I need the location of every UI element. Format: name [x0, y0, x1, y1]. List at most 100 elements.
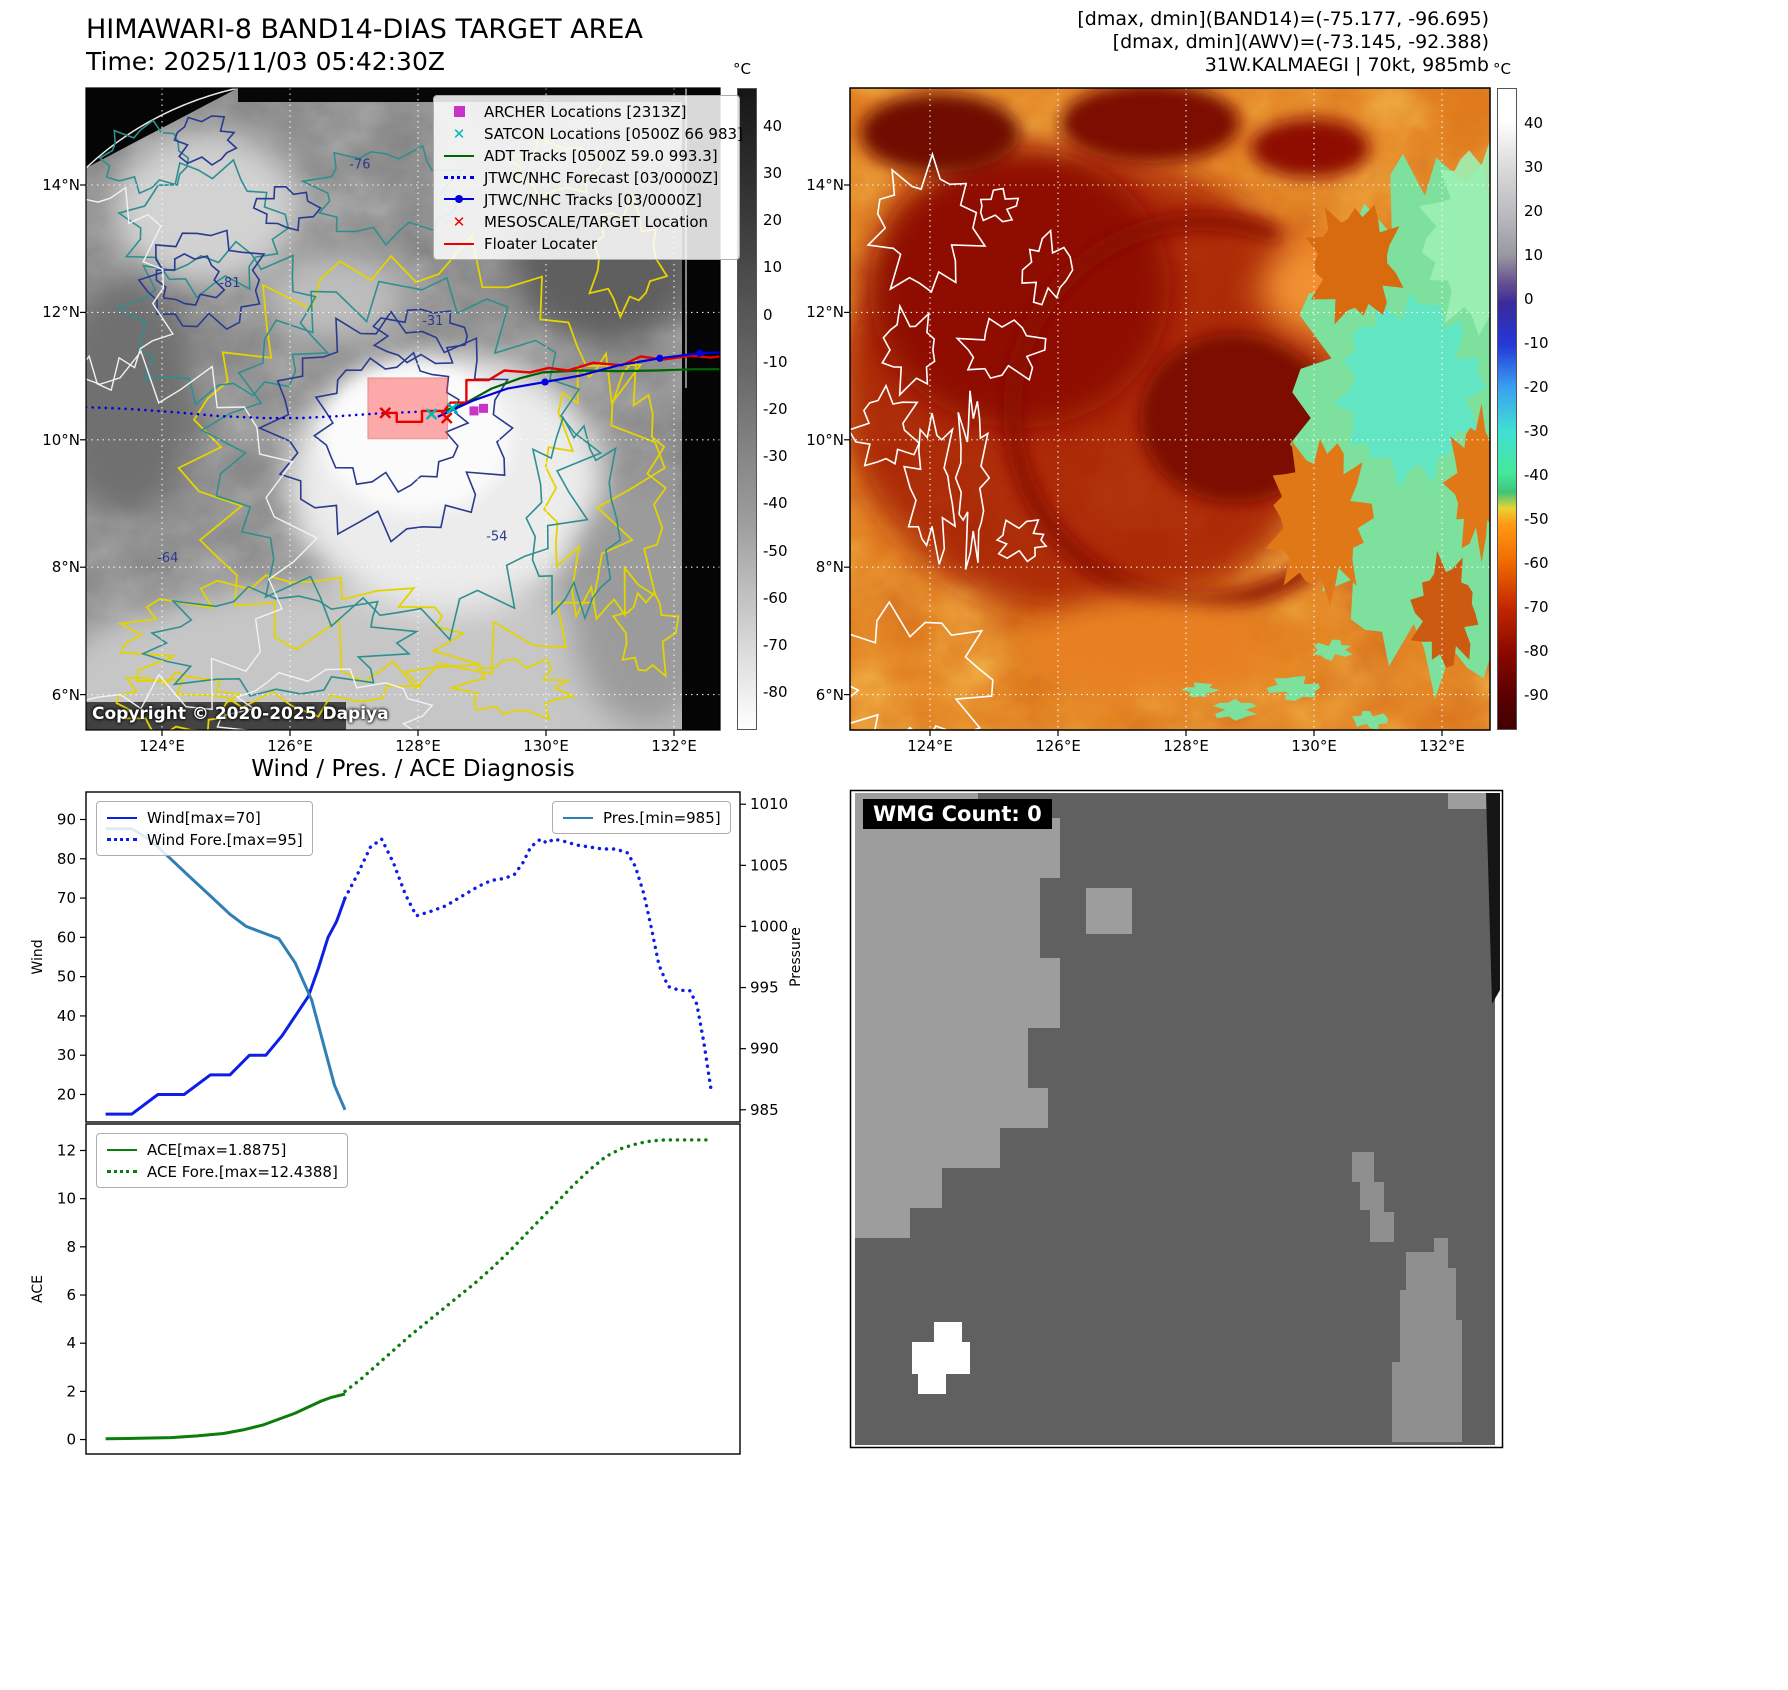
annotation-band14-dminmax: [dmax, dmin](BAND14)=(-75.177, -96.695) [1077, 8, 1489, 30]
series-solid-line [105, 897, 347, 1116]
legend-line-icon [562, 816, 594, 819]
awv-colorbar-tick: -80 [1524, 641, 1549, 660]
contour-label: -54 [486, 530, 507, 545]
band14-y-tick-label: 14°N [42, 176, 80, 194]
awv-frame [849, 87, 1491, 731]
band14-contours [86, 115, 680, 730]
contour-line [299, 144, 465, 247]
contour-line [200, 276, 603, 642]
band14-colorbar-tick: -20 [763, 400, 788, 418]
legend-label: Wind Fore.[max=95] [147, 830, 303, 849]
band14-colorbar-tick: 30 [763, 163, 783, 182]
coastline [979, 187, 1020, 223]
y-tick-right-label: 985 [750, 1101, 779, 1119]
legend-label: ACE[max=1.8875] [147, 1140, 287, 1159]
band14-axis-ticks [80, 184, 675, 736]
awv-colorbar-unit: °C [1493, 60, 1511, 78]
legend-label: Pres.[min=985] [603, 808, 721, 827]
coastline [866, 151, 987, 294]
y-tick-label: 12 [57, 1141, 76, 1159]
contour-line [117, 158, 290, 299]
band14-colorbar-tick: 0 [763, 305, 773, 324]
coastline [954, 390, 991, 570]
series-dotted-line [343, 1138, 713, 1394]
diagnosis-title: Wind / Pres. / ACE Diagnosis [251, 756, 575, 782]
contour-line [115, 240, 330, 406]
clear-air-speck [1181, 682, 1221, 698]
satcon-x-marker [425, 408, 438, 420]
legend-dotted-icon [106, 838, 138, 841]
legend-x-icon: ✕ [452, 124, 466, 143]
series-solid-line [105, 1392, 346, 1441]
archer-marker [479, 403, 489, 413]
awv-y-tick-label: 6°N [815, 685, 844, 704]
contour-line [257, 310, 514, 543]
contour-line [216, 668, 434, 730]
wmg-light-region [855, 793, 1060, 1208]
band14-colorbar-tick: -60 [763, 588, 788, 607]
contour-line [86, 350, 319, 711]
y-tick-label: 8 [66, 1238, 76, 1256]
awv-x-tick-label: 132°E [1419, 737, 1465, 755]
awv-y-tick-label: 8°N [815, 558, 844, 577]
awv-y-tick-label: 14°N [806, 176, 844, 194]
cloud-intrusion [1265, 439, 1374, 605]
band14-y-tick-label: 6°N [51, 685, 80, 704]
band14-y-tick-label: 8°N [51, 558, 80, 577]
legend-dotted-icon [443, 176, 475, 179]
y-tick-right-label: 1010 [750, 795, 788, 813]
band14-map-legend: ARCHER Locations [2313Z] ✕ SATCON Location… [433, 95, 743, 260]
y-tick-label: 0 [66, 1431, 76, 1449]
awv-colorbar-tick: -20 [1524, 378, 1549, 396]
legend-line-icon [106, 816, 138, 819]
legend-label: ACE Fore.[max=12.4388] [147, 1162, 338, 1181]
wmg-edge-sliver [1486, 793, 1500, 1004]
y-tick-label: 70 [57, 889, 76, 907]
clear-air-speck [1352, 710, 1388, 730]
band14-colorbar-tick: -70 [763, 636, 788, 655]
awv-satellite-map [844, 87, 1491, 736]
band14-colorbar-tick: -30 [763, 447, 788, 466]
awv-colorbar-tick: -70 [1524, 597, 1549, 616]
annotation-storm-id: 31W.KALMAEGI | 70kt, 985mb [1204, 54, 1489, 76]
contour-line [525, 415, 621, 621]
awv-colorbar-tick: -50 [1524, 509, 1549, 528]
awv-colorbar-tick: -30 [1524, 421, 1549, 440]
legend-x-icon: ✕ [452, 212, 466, 231]
band14-x-tick-label: 132°E [651, 737, 697, 755]
legend-label: Floater Locater [484, 234, 598, 253]
band14-x-tick-label: 124°E [139, 737, 185, 755]
awv-clear-air-and-coastlines [850, 140, 1490, 730]
coastline [1021, 228, 1074, 306]
cloud-intrusion [1442, 403, 1490, 563]
awv-colorbar-tick: 20 [1524, 202, 1544, 221]
band14-colorbar-tick: -80 [763, 683, 788, 702]
awv-x-tick-label: 124°E [907, 737, 953, 755]
y-axis-label-right: Pressure [788, 927, 804, 987]
legend-square-icon [443, 106, 475, 117]
chart-frame [85, 1123, 741, 1455]
contour-line [252, 186, 322, 232]
band14-colorbar-unit: °C [733, 60, 751, 78]
band14-colorbar-tick: -40 [763, 494, 788, 513]
awv-x-tick-label: 126°E [1035, 737, 1081, 755]
legend-line-icon [443, 154, 475, 157]
wmg-white-blob [912, 1322, 970, 1394]
coastline [850, 600, 994, 730]
awv-colorbar-tick: -10 [1524, 334, 1549, 353]
awv-colorbar-tick: 30 [1524, 158, 1544, 177]
contour-line [448, 658, 577, 721]
annotation-awv-dminmax: [dmax, dmin](AWV)=(-73.145, -92.388) [1112, 31, 1489, 53]
copyright-text: Copyright © 2020-2025 Dapiya [92, 704, 389, 724]
cloud-intrusion [1410, 550, 1479, 668]
contour-line [86, 186, 174, 392]
legend-item: ✕ MESOSCALE/TARGET Location [443, 212, 730, 231]
awv-colorbar-tick: -60 [1524, 553, 1549, 572]
awv-gridlines [850, 88, 1490, 730]
band14-colorbar-tick: 20 [763, 211, 783, 230]
cold-clear-patch [1332, 292, 1487, 490]
contour-line [173, 115, 238, 166]
y-tick-label: 90 [57, 811, 76, 829]
band14-title: HIMAWARI-8 BAND14-DIAS TARGET AREA [86, 14, 643, 45]
